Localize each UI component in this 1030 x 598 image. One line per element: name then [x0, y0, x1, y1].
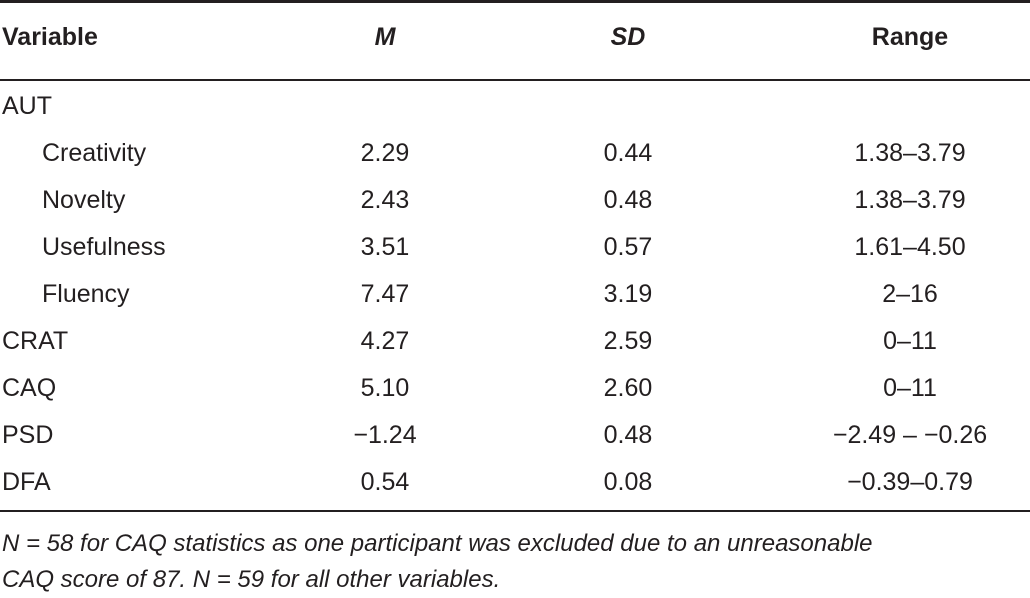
table-row: DFA 0.54 0.08 −0.39–0.79 [0, 459, 1030, 506]
header-variable: Variable [2, 23, 98, 51]
table-row: Novelty 2.43 0.48 1.38–3.79 [0, 177, 1030, 224]
row-variable: PSD [2, 421, 54, 449]
row-sd: 0.44 [603, 139, 653, 167]
row-range: 1.61–4.50 [854, 233, 966, 261]
row-sd: 0.48 [603, 186, 653, 214]
row-mean: 0.54 [360, 468, 410, 496]
row-mean: 7.47 [360, 280, 410, 308]
row-range: 0–11 [883, 327, 937, 355]
table-row: AUT [0, 83, 1030, 130]
row-sd: 2.60 [603, 374, 653, 402]
row-variable: Usefulness [42, 233, 166, 261]
row-variable: Fluency [42, 280, 130, 308]
row-mean: −1.24 [353, 421, 417, 449]
row-range: 1.38–3.79 [854, 186, 966, 214]
row-range: −2.49 – −0.26 [832, 421, 988, 449]
row-mean: 3.51 [360, 233, 410, 261]
row-range: 1.38–3.79 [854, 139, 966, 167]
header-sd: SD [610, 23, 646, 51]
table-row: CAQ 5.10 2.60 0–11 [0, 365, 1030, 412]
table-row: CRAT 4.27 2.59 0–11 [0, 318, 1030, 365]
row-variable: AUT [2, 92, 52, 120]
row-range: 0–11 [883, 374, 937, 402]
table-top-rule [0, 0, 1030, 3]
table-header-row: Variable M SD Range [0, 14, 1030, 61]
row-sd: 2.59 [603, 327, 653, 355]
table-row: Fluency 7.47 3.19 2–16 [0, 271, 1030, 318]
table-bottom-rule [0, 510, 1030, 512]
table-row: Usefulness 3.51 0.57 1.61–4.50 [0, 224, 1030, 271]
row-variable: CRAT [2, 327, 69, 355]
row-range [790, 83, 1030, 130]
table-row: Creativity 2.29 0.44 1.38–3.79 [0, 130, 1030, 177]
row-range: −0.39–0.79 [847, 468, 973, 496]
row-sd: 0.48 [603, 421, 653, 449]
table-footnote: N = 58 for CAQ statistics as one partici… [2, 526, 1028, 598]
row-variable: DFA [2, 468, 51, 496]
row-mean: 2.29 [360, 139, 410, 167]
row-mean: 5.10 [360, 374, 410, 402]
footnote-line-1: N = 58 for CAQ statistics as one partici… [2, 530, 873, 557]
footnote-line-2: CAQ score of 87. N = 59 for all other va… [2, 566, 501, 593]
row-mean: 4.27 [360, 327, 410, 355]
row-range: 2–16 [882, 280, 938, 308]
row-variable: Creativity [42, 139, 147, 167]
row-sd: 3.19 [603, 280, 653, 308]
row-mean [300, 83, 470, 130]
table-row: PSD −1.24 0.48 −2.49 – −0.26 [0, 412, 1030, 459]
row-variable: CAQ [2, 374, 57, 402]
row-sd: 0.57 [603, 233, 653, 261]
row-sd [543, 83, 713, 130]
header-range: Range [871, 23, 949, 51]
row-variable: Novelty [42, 186, 126, 214]
table-header-rule [0, 79, 1030, 81]
header-mean: M [374, 23, 396, 51]
row-sd: 0.08 [603, 468, 653, 496]
row-mean: 2.43 [360, 186, 410, 214]
